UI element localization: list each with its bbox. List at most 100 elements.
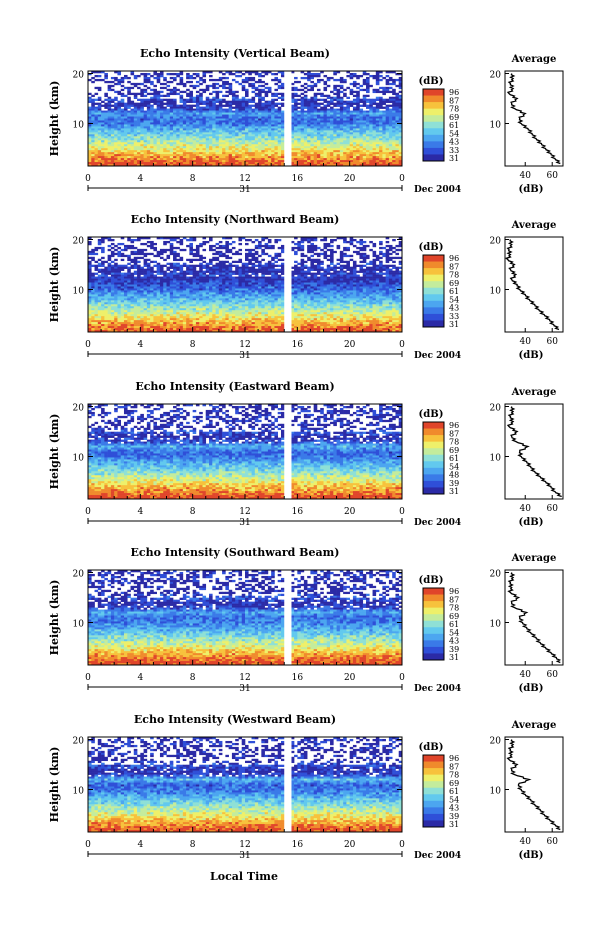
heatmap-cell	[192, 276, 197, 279]
heatmap-cell	[258, 134, 262, 137]
heatmap-cell	[382, 246, 386, 250]
heatmap-cell	[277, 128, 282, 131]
heatmap-cell	[261, 114, 265, 117]
heatmap-cell	[316, 116, 321, 119]
heatmap-cell	[101, 156, 105, 159]
heatmap-cell	[104, 76, 108, 80]
heatmap-cell	[114, 264, 118, 267]
heatmap-cell	[398, 140, 403, 143]
heatmap-cell	[241, 114, 246, 117]
heatmap-cell	[182, 84, 187, 88]
heatmap-cell	[245, 152, 249, 155]
heatmap-cell	[123, 140, 128, 143]
heatmap-cell	[218, 112, 223, 115]
heatmap-cell	[254, 114, 259, 117]
heatmap-cell	[123, 244, 128, 248]
heatmap-cell	[382, 128, 386, 131]
heatmap-cell	[290, 150, 295, 153]
heatmap-cell	[143, 242, 148, 246]
heatmap-cell	[235, 162, 239, 165]
heatmap-cell	[316, 164, 321, 167]
heatmap-cell	[359, 120, 364, 123]
heatmap-cell	[343, 152, 347, 155]
heatmap-cell	[398, 158, 403, 161]
heatmap-cell	[346, 120, 350, 123]
heatmap-cell	[143, 274, 148, 277]
heatmap-cell	[248, 116, 252, 119]
heatmap-cell	[267, 238, 272, 242]
heatmap-cell	[218, 264, 223, 267]
avg-x-label: (dB)	[519, 184, 544, 195]
heatmap-cell	[248, 238, 252, 242]
heatmap-cell	[192, 98, 197, 101]
heatmap-cell	[307, 104, 311, 107]
heatmap-cell	[326, 94, 331, 98]
heatmap-cell	[235, 142, 239, 145]
heatmap-cell	[271, 148, 275, 151]
heatmap-cell	[356, 146, 360, 149]
heatmap-cell	[101, 71, 105, 74]
heatmap-cell	[352, 134, 357, 137]
avg-y-tick-label: 10	[490, 121, 502, 131]
heatmap-cell	[176, 264, 180, 267]
heatmap-cell	[182, 132, 187, 135]
heatmap-cell	[330, 146, 334, 149]
heatmap-cell	[297, 246, 301, 250]
heatmap-cell	[352, 130, 357, 133]
heatmap-cell	[91, 112, 95, 115]
heatmap-cell	[385, 250, 390, 254]
heatmap-cell	[248, 130, 252, 133]
heatmap-cell	[238, 110, 243, 113]
heatmap-cell	[107, 152, 112, 155]
heatmap-cell	[176, 158, 180, 161]
heatmap-cell	[277, 92, 282, 96]
heatmap-cell	[199, 138, 203, 141]
heatmap-cell	[382, 272, 386, 275]
heatmap-cell	[182, 100, 187, 103]
heatmap-cell	[330, 100, 334, 103]
heatmap-cell	[346, 104, 350, 107]
heatmap-cell	[173, 158, 177, 161]
heatmap-cell	[222, 76, 226, 80]
heatmap-cell	[143, 102, 148, 105]
heatmap-cell	[254, 72, 259, 76]
heatmap-cell	[277, 116, 282, 119]
heatmap-cell	[349, 128, 354, 131]
heatmap-cell	[375, 148, 380, 151]
heatmap-cell	[349, 116, 354, 119]
heatmap-cell	[280, 132, 285, 135]
heatmap-cell	[143, 276, 148, 279]
heatmap-cell	[163, 140, 167, 143]
heatmap-cell	[143, 98, 148, 101]
heatmap-cell	[156, 80, 161, 84]
heatmap-cell	[294, 120, 298, 123]
heatmap-cell	[120, 84, 125, 88]
heatmap-cell	[169, 114, 174, 117]
x-tick-label: 0	[85, 174, 91, 184]
heatmap-cell	[235, 134, 239, 137]
heatmap-cell	[349, 114, 354, 117]
heatmap-cell	[254, 136, 259, 139]
heatmap-cell	[130, 124, 135, 127]
heatmap-cell	[189, 250, 193, 254]
heatmap-cell	[215, 140, 220, 143]
heatmap-cell	[179, 258, 184, 262]
heatmap-cell	[202, 120, 207, 123]
heatmap-cell	[199, 118, 203, 121]
heatmap-cell	[356, 126, 360, 129]
heatmap-cell	[280, 164, 285, 167]
heatmap-cell	[130, 258, 135, 262]
heatmap-cell	[107, 270, 112, 273]
heatmap-cell	[195, 250, 200, 254]
heatmap-cell	[222, 82, 226, 86]
heatmap-cell	[225, 264, 229, 267]
heatmap-cell	[195, 276, 200, 279]
heatmap-cell	[320, 274, 324, 277]
heatmap-cell	[323, 162, 328, 165]
heatmap-cell	[310, 272, 314, 275]
heatmap-cell	[359, 144, 364, 147]
heatmap-cell	[388, 244, 393, 248]
heatmap-cell	[251, 130, 256, 133]
heatmap-cell	[120, 128, 125, 131]
heatmap-cell	[91, 106, 95, 109]
